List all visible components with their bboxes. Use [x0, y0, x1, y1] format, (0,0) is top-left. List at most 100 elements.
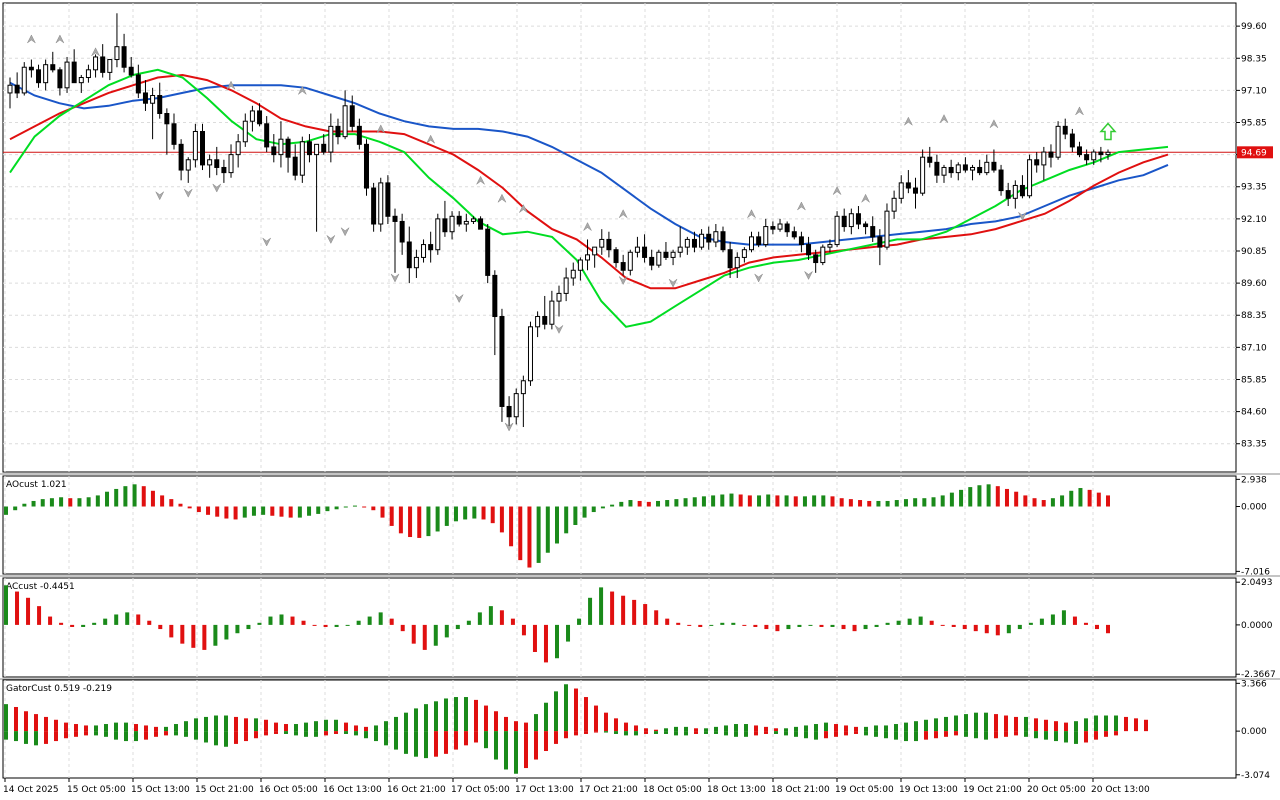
- candle[interactable]: [21, 62, 27, 96]
- candle[interactable]: [71, 49, 77, 84]
- candle[interactable]: [342, 90, 348, 140]
- candle[interactable]: [563, 267, 569, 302]
- candle[interactable]: [884, 203, 890, 250]
- candle[interactable]: [663, 241, 669, 260]
- candle[interactable]: [770, 221, 776, 235]
- candle[interactable]: [492, 270, 498, 356]
- candle[interactable]: [513, 388, 519, 425]
- candle[interactable]: [920, 149, 926, 196]
- candle[interactable]: [463, 213, 469, 232]
- candle[interactable]: [713, 224, 719, 248]
- candle[interactable]: [527, 321, 533, 386]
- candle[interactable]: [235, 134, 241, 168]
- candle[interactable]: [1091, 149, 1097, 165]
- candle[interactable]: [699, 229, 705, 250]
- candle[interactable]: [192, 123, 198, 168]
- candle[interactable]: [314, 143, 320, 232]
- candle[interactable]: [848, 208, 854, 235]
- candle[interactable]: [207, 154, 213, 178]
- candle[interactable]: [962, 157, 968, 173]
- candle[interactable]: [927, 146, 933, 168]
- candle[interactable]: [7, 77, 13, 109]
- candle[interactable]: [50, 51, 56, 73]
- candle[interactable]: [941, 164, 947, 183]
- candle[interactable]: [684, 236, 690, 255]
- candle[interactable]: [855, 206, 861, 230]
- candle[interactable]: [1062, 118, 1068, 140]
- candle[interactable]: [292, 144, 298, 181]
- candle[interactable]: [378, 177, 384, 232]
- candle[interactable]: [299, 136, 305, 183]
- candle[interactable]: [570, 262, 576, 286]
- candle[interactable]: [121, 33, 127, 73]
- candle[interactable]: [385, 175, 391, 225]
- candle[interactable]: [627, 249, 633, 276]
- candle[interactable]: [1027, 154, 1033, 199]
- candle[interactable]: [264, 116, 270, 153]
- candle[interactable]: [1076, 141, 1082, 158]
- candle[interactable]: [1069, 128, 1075, 153]
- candle[interactable]: [150, 87, 156, 140]
- candle[interactable]: [14, 72, 20, 99]
- candle[interactable]: [64, 56, 70, 93]
- candle[interactable]: [984, 154, 990, 176]
- candle[interactable]: [970, 164, 976, 181]
- candle[interactable]: [85, 64, 91, 83]
- candle[interactable]: [356, 118, 362, 150]
- candle[interactable]: [1098, 146, 1104, 163]
- candle[interactable]: [948, 159, 954, 178]
- candle[interactable]: [406, 226, 412, 284]
- candle[interactable]: [328, 113, 334, 163]
- candle[interactable]: [57, 67, 63, 96]
- candle[interactable]: [157, 82, 163, 119]
- candle[interactable]: [592, 246, 598, 268]
- candle[interactable]: [185, 157, 191, 183]
- candle[interactable]: [549, 290, 555, 330]
- candle[interactable]: [1048, 144, 1054, 168]
- candle[interactable]: [784, 221, 790, 237]
- candle[interactable]: [535, 311, 541, 338]
- candle[interactable]: [749, 231, 755, 253]
- candle[interactable]: [28, 59, 34, 78]
- candle[interactable]: [142, 80, 148, 111]
- candle[interactable]: [335, 118, 341, 145]
- candle[interactable]: [171, 113, 177, 150]
- candle[interactable]: [691, 231, 697, 253]
- candle[interactable]: [257, 103, 263, 127]
- candle[interactable]: [777, 218, 783, 232]
- candle[interactable]: [435, 213, 441, 255]
- candle[interactable]: [228, 144, 234, 178]
- candle[interactable]: [285, 136, 291, 173]
- candle[interactable]: [606, 231, 612, 258]
- candle[interactable]: [371, 182, 377, 232]
- candle[interactable]: [834, 211, 840, 248]
- candle[interactable]: [841, 208, 847, 232]
- candle[interactable]: [100, 44, 106, 78]
- candle[interactable]: [599, 229, 605, 255]
- candle[interactable]: [542, 295, 548, 330]
- candle[interactable]: [278, 121, 284, 168]
- candle[interactable]: [485, 224, 491, 284]
- candle[interactable]: [1055, 121, 1061, 160]
- candle[interactable]: [898, 175, 904, 204]
- candle[interactable]: [392, 208, 398, 273]
- candle[interactable]: [349, 95, 355, 132]
- candle[interactable]: [421, 239, 427, 263]
- candle[interactable]: [164, 108, 170, 155]
- candle[interactable]: [806, 236, 812, 260]
- candle[interactable]: [249, 105, 255, 132]
- candle[interactable]: [620, 254, 626, 276]
- candle[interactable]: [413, 249, 419, 278]
- candle[interactable]: [1105, 149, 1111, 160]
- candle[interactable]: [634, 236, 640, 258]
- candle[interactable]: [991, 149, 997, 173]
- candle[interactable]: [720, 226, 726, 253]
- candle[interactable]: [912, 177, 918, 209]
- candle[interactable]: [905, 170, 911, 194]
- candle[interactable]: [706, 226, 712, 250]
- candle[interactable]: [613, 247, 619, 268]
- candle[interactable]: [1019, 175, 1025, 199]
- candle[interactable]: [363, 139, 369, 196]
- candle[interactable]: [656, 249, 662, 268]
